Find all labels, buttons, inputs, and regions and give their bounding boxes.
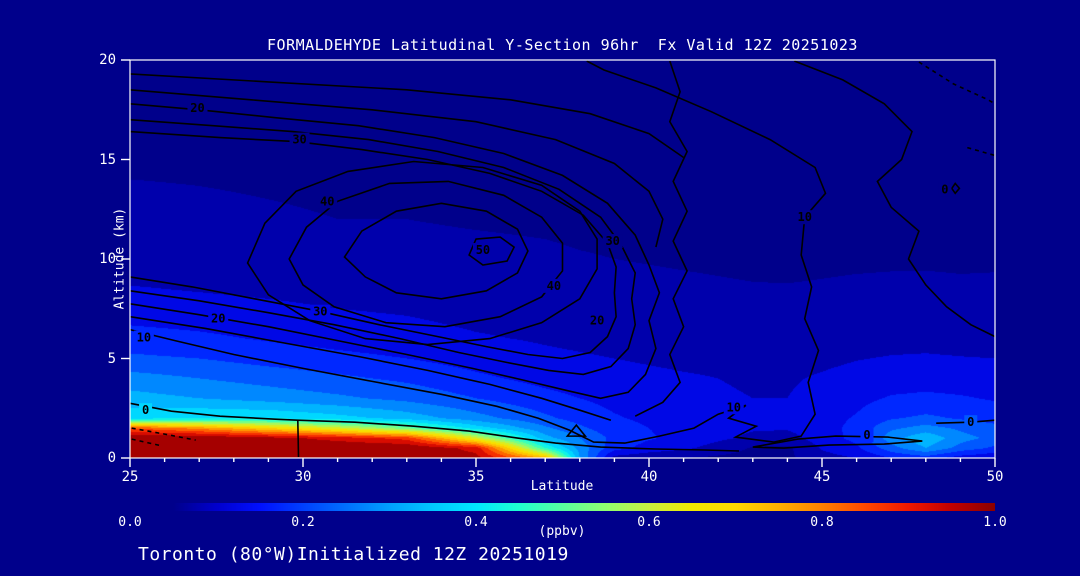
filled-contour-field	[130, 60, 995, 458]
colorbar-units-label: (ppbv)	[538, 524, 586, 539]
y-tick-label: 10	[99, 251, 116, 267]
x-tick-label: 35	[467, 469, 485, 485]
x-axis-label: Latitude	[530, 479, 594, 494]
y-tick-label: 0	[107, 450, 116, 466]
colorbar-tick-label: 0.4	[464, 515, 488, 530]
y-tick-label: 5	[107, 350, 116, 367]
x-tick-label: 50	[986, 469, 1004, 485]
x-tick-label: 40	[640, 469, 658, 485]
colorbar-tick-label: 0.2	[291, 515, 315, 530]
colorbar	[130, 503, 995, 511]
colorbar-tick-label: 0.6	[637, 515, 661, 530]
colorbar-tick-label: 0.8	[810, 515, 834, 530]
x-tick-label: 30	[294, 469, 312, 485]
page-title: FORMALDEHYDE Latitudinal Y-Section 96hr …	[267, 36, 858, 54]
init-info-text: Toronto (80°W)Initialized 12Z 20251019	[138, 544, 569, 565]
x-tick-label: 45	[813, 469, 831, 485]
colorbar-tick-label: 0.0	[118, 515, 142, 530]
y-tick-label: 15	[99, 151, 116, 168]
y-tick-label: 20	[99, 52, 116, 68]
x-tick-label: 25	[121, 469, 139, 485]
colorbar-tick-label: 1.0	[983, 515, 1007, 530]
